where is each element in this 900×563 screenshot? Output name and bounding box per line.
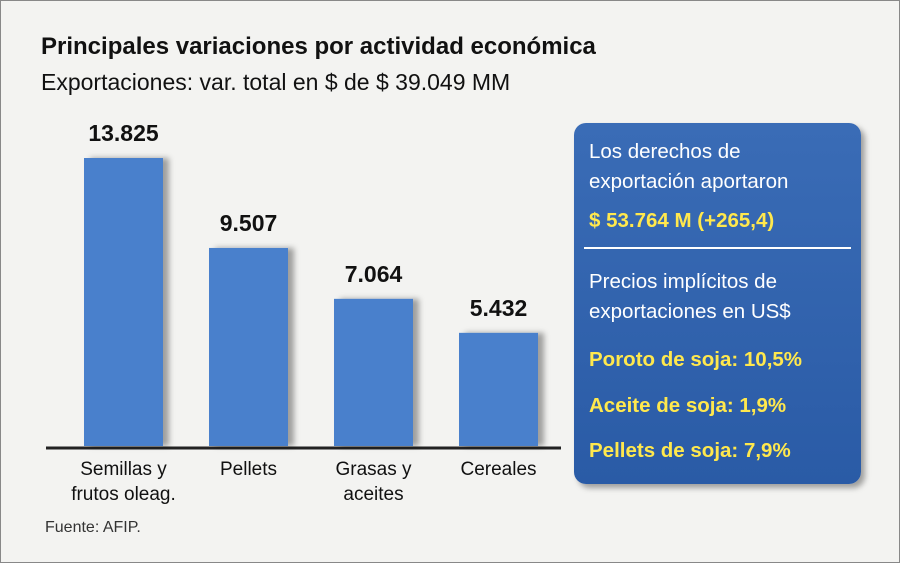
source: Fuente: AFIP. [45, 519, 141, 536]
info-highlight: $ 53.764 M (+265,4) [589, 209, 775, 232]
bar [209, 247, 288, 446]
chart-subtitle: Exportaciones: var. total en $ de $ 39.0… [41, 69, 511, 95]
x-tick-label: Pellets [219, 459, 278, 480]
info-item: Aceite de soja: 1,9% [589, 394, 787, 417]
value-label: 7.064 [344, 260, 403, 287]
info-subheading: Precios implícitos de exportaciones en U… [589, 270, 791, 323]
bar [84, 158, 163, 446]
value-label: 5.432 [469, 294, 528, 321]
value-label: 9.507 [219, 209, 278, 236]
chart-title: Principales variaciones por actividad ec… [41, 33, 596, 60]
info-box: Los derechos de exportación aportaron $ … [574, 123, 861, 484]
info-item: Poroto de soja: 10,5% [589, 348, 803, 371]
x-tick-label: Grasas y aceites [335, 459, 412, 505]
x-tick-label: Semillas y frutos oleag. [71, 459, 176, 505]
bar [459, 332, 538, 446]
value-label: 13.825 [88, 120, 159, 146]
x-tick-label: Cereales [460, 459, 537, 480]
info-item: Pellets de soja: 7,9% [589, 439, 791, 462]
info-heading: Los derechos de exportación aportaron [589, 140, 789, 193]
divider [584, 247, 851, 249]
bar [334, 298, 413, 446]
